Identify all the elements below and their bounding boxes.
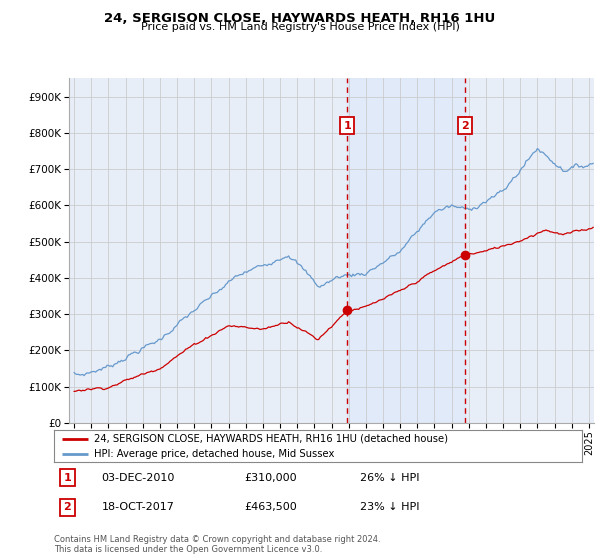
Text: Price paid vs. HM Land Registry's House Price Index (HPI): Price paid vs. HM Land Registry's House … [140,22,460,32]
Text: 23% ↓ HPI: 23% ↓ HPI [360,502,420,512]
24, SERGISON CLOSE, HAYWARDS HEATH, RH16 1HU (detached house) [435,265,442,272]
Text: 1: 1 [343,120,351,130]
HPI: Average price, detached house, Mid Sussex: (2e+03, 3.41e+05): Average price, detached house, Mid Susse… [203,296,211,302]
Text: HPI: Average price, detached house, Mid Sussex: HPI: Average price, detached house, Mid … [94,449,334,459]
HPI: Average price, detached house, Mid Sussex: (2e+03, 1.39e+05): Average price, detached house, Mid Susse… [71,369,78,376]
Text: 2: 2 [64,502,71,512]
24, SERGISON CLOSE, HAYWARDS HEATH, RH16 1HU (detached house) [590,224,597,231]
HPI: Average price, detached house, Mid Sussex: (2.03e+03, 7.15e+05): Average price, detached house, Mid Susse… [590,160,597,167]
Bar [347,78,465,423]
Text: 18-OCT-2017: 18-OCT-2017 [101,502,175,512]
HPI: Average price, detached house, Mid Sussex: (2e+03, 1.33e+05): Average price, detached house, Mid Susse… [73,371,80,378]
HPI: Average price, detached house, Mid Sussex: (2.02e+03, 7.57e+05): Average price, detached house, Mid Susse… [534,145,541,152]
Text: 24, SERGISON CLOSE, HAYWARDS HEATH, RH16 1HU: 24, SERGISON CLOSE, HAYWARDS HEATH, RH16… [104,12,496,25]
Text: 1: 1 [64,473,71,483]
Text: 2: 2 [461,120,469,130]
HPI: Average price, detached house, Mid Sussex: (2e+03, 1.3e+05): Average price, detached house, Mid Susse… [80,372,88,379]
Text: 24, SERGISON CLOSE, HAYWARDS HEATH, RH16 1HU (detached house): 24, SERGISON CLOSE, HAYWARDS HEATH, RH16… [94,433,448,444]
Text: 03-DEC-2010: 03-DEC-2010 [101,473,175,483]
HPI: Average price, detached house, Mid Sussex: (2e+03, 1.32e+05): Average price, detached house, Mid Susse… [77,371,85,378]
24, SERGISON CLOSE, HAYWARDS HEATH, RH16 1HU (detached house) [91,385,98,392]
Line: 24, SERGISON CLOSE, HAYWARDS HEATH, RH16 1HU (detached house): 24, SERGISON CLOSE, HAYWARDS HEATH, RH16… [74,227,593,391]
Text: £310,000: £310,000 [244,473,297,483]
Text: 26% ↓ HPI: 26% ↓ HPI [360,473,420,483]
24, SERGISON CLOSE, HAYWARDS HEATH, RH16 1HU (detached house) [202,334,209,341]
HPI: Average price, detached house, Mid Sussex: (2e+03, 2.08e+05): Average price, detached house, Mid Susse… [140,344,148,351]
24, SERGISON CLOSE, HAYWARDS HEATH, RH16 1HU (detached house) [77,388,85,394]
HPI: Average price, detached house, Mid Sussex: (2.02e+03, 5.88e+05): Average price, detached house, Mid Susse… [437,206,444,213]
Text: Contains HM Land Registry data © Crown copyright and database right 2024.
This d: Contains HM Land Registry data © Crown c… [54,535,380,554]
24, SERGISON CLOSE, HAYWARDS HEATH, RH16 1HU (detached house) [139,371,146,377]
24, SERGISON CLOSE, HAYWARDS HEATH, RH16 1HU (detached house) [73,388,80,394]
24, SERGISON CLOSE, HAYWARDS HEATH, RH16 1HU (detached house) [71,388,78,395]
Text: £463,500: £463,500 [244,502,297,512]
Line: HPI: Average price, detached house, Mid Sussex: HPI: Average price, detached house, Mid … [74,148,593,376]
HPI: Average price, detached house, Mid Sussex: (2e+03, 1.4e+05): Average price, detached house, Mid Susse… [92,369,99,376]
